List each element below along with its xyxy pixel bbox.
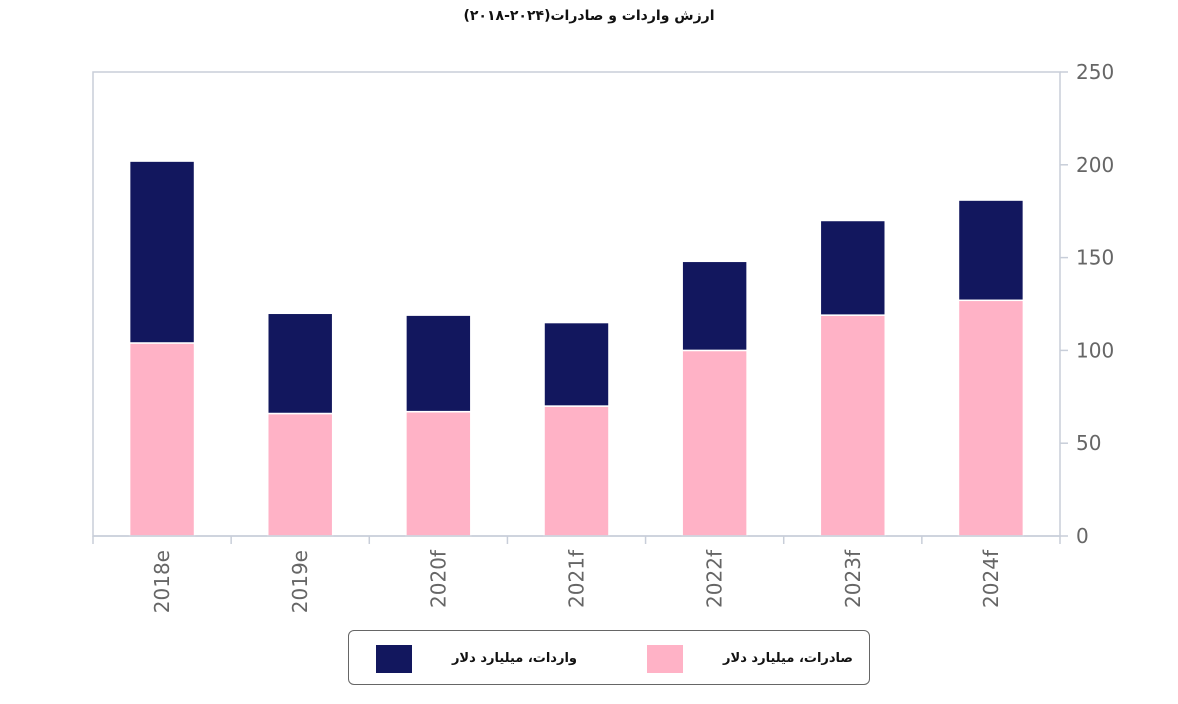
legend-label-exports: صادرات، میلیارد دلار: [723, 651, 853, 666]
bar-exports-2024f: [957, 299, 1025, 537]
y-tick-label: 250: [1076, 60, 1114, 84]
legend-label-imports: واردات، میلیارد دلار: [451, 651, 577, 666]
x-axis: 2018e 2019e 2020f 2021f 2022f 2023f 2024f: [92, 535, 1061, 613]
x-tick-label: 2023f: [841, 549, 865, 608]
x-tick-label: 2022f: [703, 549, 727, 608]
bar-exports-2022f: [681, 349, 748, 537]
x-tick-label: 2021f: [565, 549, 589, 608]
bar-imports-2020f: [405, 314, 472, 413]
legend-swatch-exports: [647, 644, 684, 673]
y-tick-label: 200: [1076, 153, 1114, 177]
x-tick-label: 2018e: [150, 550, 174, 613]
legend: واردات، میلیارد دلار صادرات، میلیارد دلا…: [348, 630, 870, 685]
x-tick-label: 2024f: [979, 549, 1003, 608]
legend-item-imports: واردات، میلیارد دلار: [375, 631, 577, 686]
bar-imports-2024f: [957, 199, 1025, 302]
bar-exports-2018e: [128, 342, 196, 537]
bar-imports-2019e: [267, 312, 334, 415]
bar-imports-2021f: [543, 321, 610, 407]
bar-imports-2022f: [681, 260, 748, 352]
bars-group: [128, 160, 1025, 537]
bar-exports-2023f: [819, 314, 886, 537]
y-tick-label: 50: [1076, 431, 1101, 455]
bar-exports-2020f: [405, 410, 472, 537]
legend-item-exports: صادرات، میلیارد دلار: [647, 631, 853, 686]
legend-swatch-imports: [375, 644, 412, 673]
chart-title: ارزش واردات و صادرات(۲۰۲۴-۲۰۱۸): [463, 8, 715, 24]
y-axis: 0 50 100 150 200 250: [1060, 60, 1114, 548]
bar-imports-2018e: [128, 160, 196, 344]
bar-exports-2021f: [543, 405, 610, 537]
y-tick-label: 150: [1076, 246, 1114, 270]
bar-exports-2019e: [267, 412, 334, 537]
x-tick-label: 2019e: [288, 550, 312, 613]
y-tick-label: 100: [1076, 338, 1114, 362]
x-tick-label: 2020f: [426, 549, 450, 608]
y-tick-label: 0: [1076, 524, 1089, 548]
bar-imports-2023f: [819, 219, 886, 316]
